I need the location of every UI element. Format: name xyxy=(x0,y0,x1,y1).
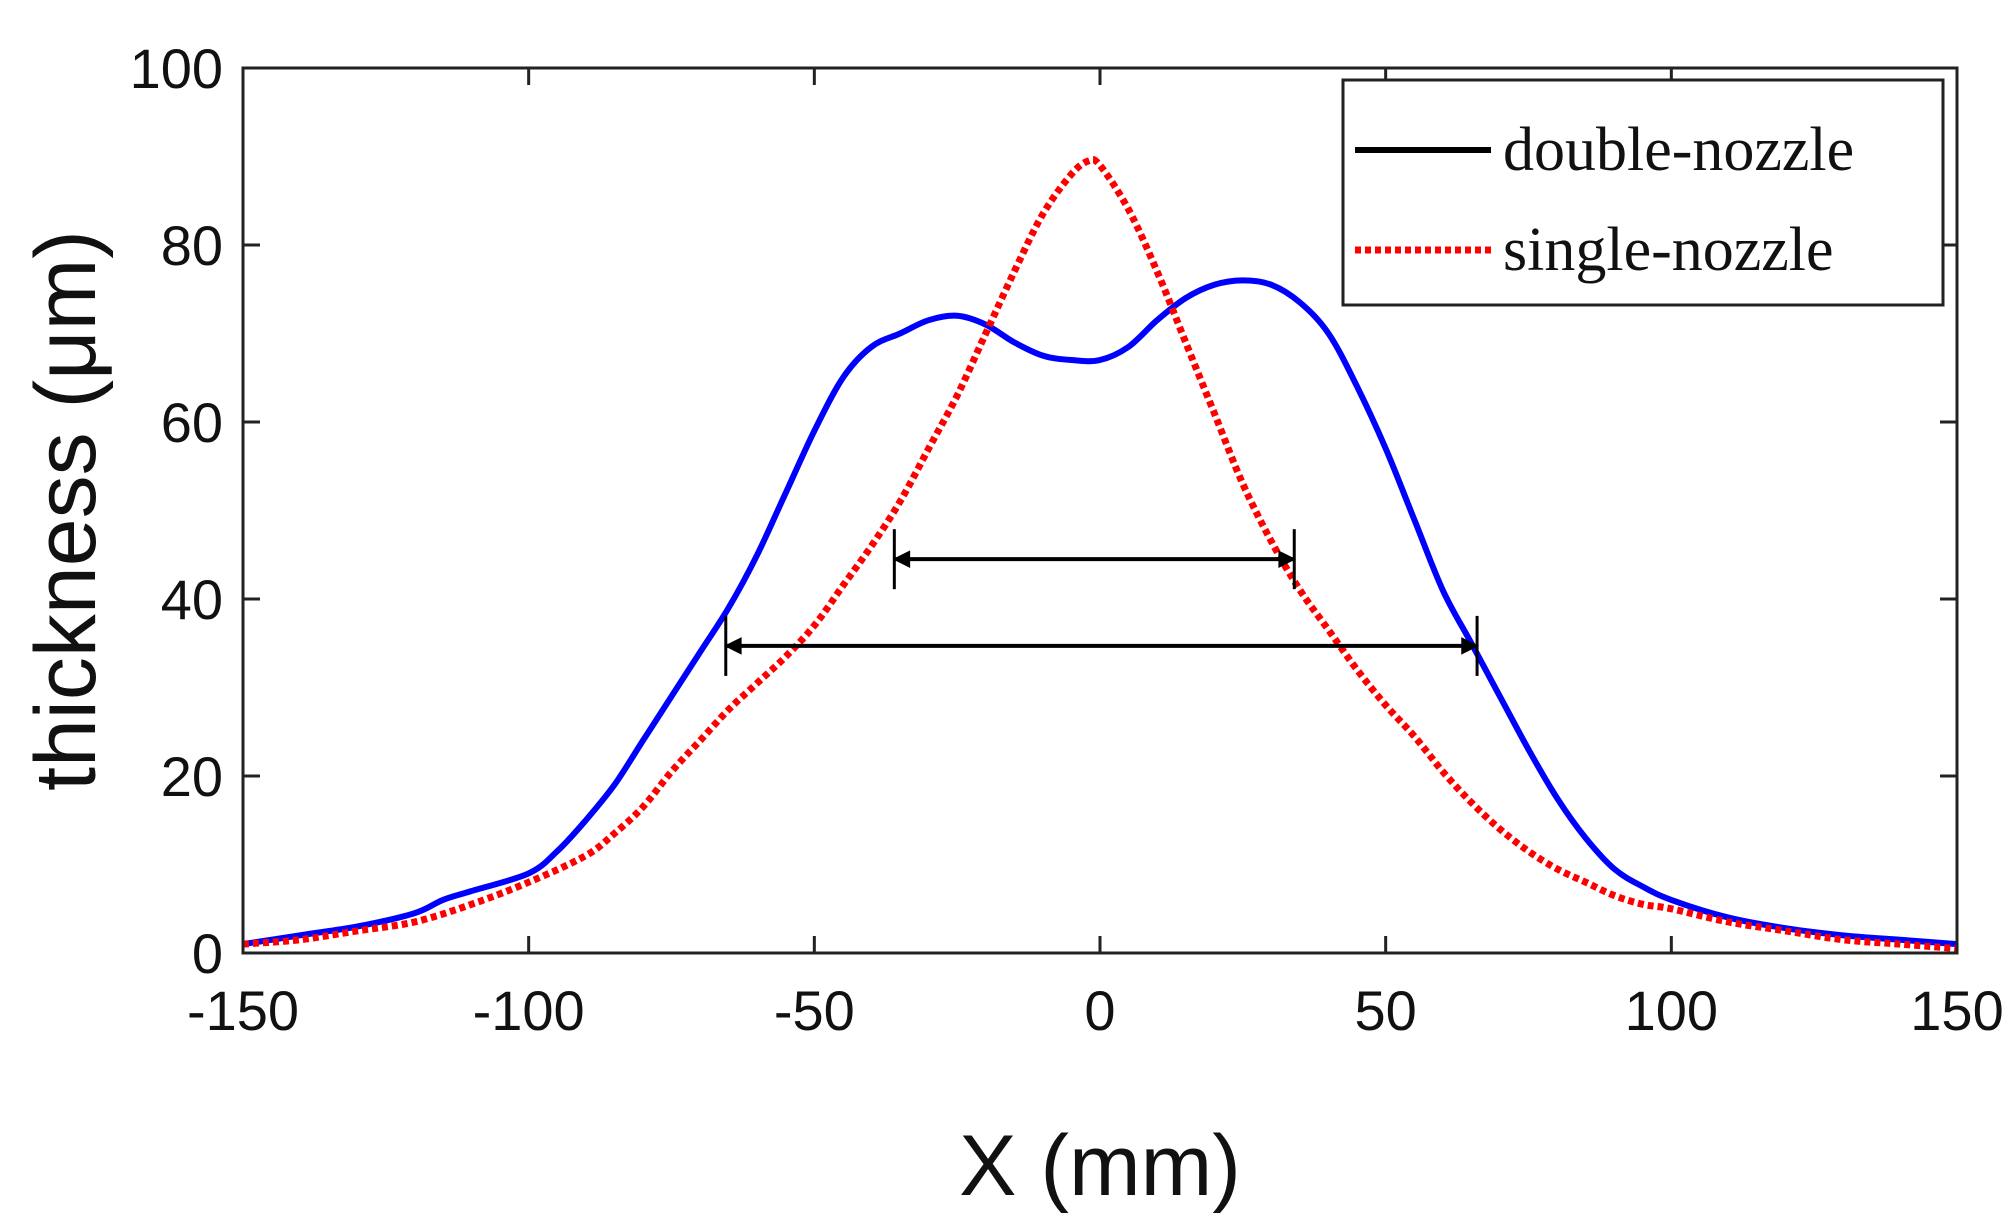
y-tick-label: 80 xyxy=(161,214,223,277)
legend-box xyxy=(1341,78,1945,307)
legend-label-double-nozzle: double-nozzle xyxy=(1503,116,1854,184)
x-tick-label: 100 xyxy=(1625,979,1718,1042)
x-tick-label: -100 xyxy=(473,979,585,1042)
x-axis-title: X (mm) xyxy=(959,1118,1241,1214)
x-tick-label: 0 xyxy=(1084,979,1115,1042)
y-tick-label: 20 xyxy=(161,745,223,808)
axes-layer: -150 -100 -50 0 50 100 150 0 20 40 60 80 100 xyxy=(130,37,2004,1042)
y-tick-label: 40 xyxy=(161,568,223,631)
x-tick-label: 50 xyxy=(1355,979,1417,1042)
y-tick-label: 60 xyxy=(161,391,223,454)
x-tick-label: 150 xyxy=(1910,979,2003,1042)
legend: double-nozzle single-nozzle xyxy=(1341,78,1945,307)
y-tick-label: 100 xyxy=(130,37,223,100)
y-tick-label: 0 xyxy=(192,922,223,985)
series-layer xyxy=(242,156,1958,953)
series-line-double-nozzle xyxy=(242,277,1958,948)
x-tick-label: -150 xyxy=(187,979,299,1042)
x-tick-label: -50 xyxy=(774,979,855,1042)
legend-label-single-nozzle: single-nozzle xyxy=(1503,216,1834,284)
series-line-single-nozzle xyxy=(242,156,1958,953)
annotation-layer xyxy=(724,529,1479,676)
y-axis-title: thickness (μm) xyxy=(18,230,114,791)
